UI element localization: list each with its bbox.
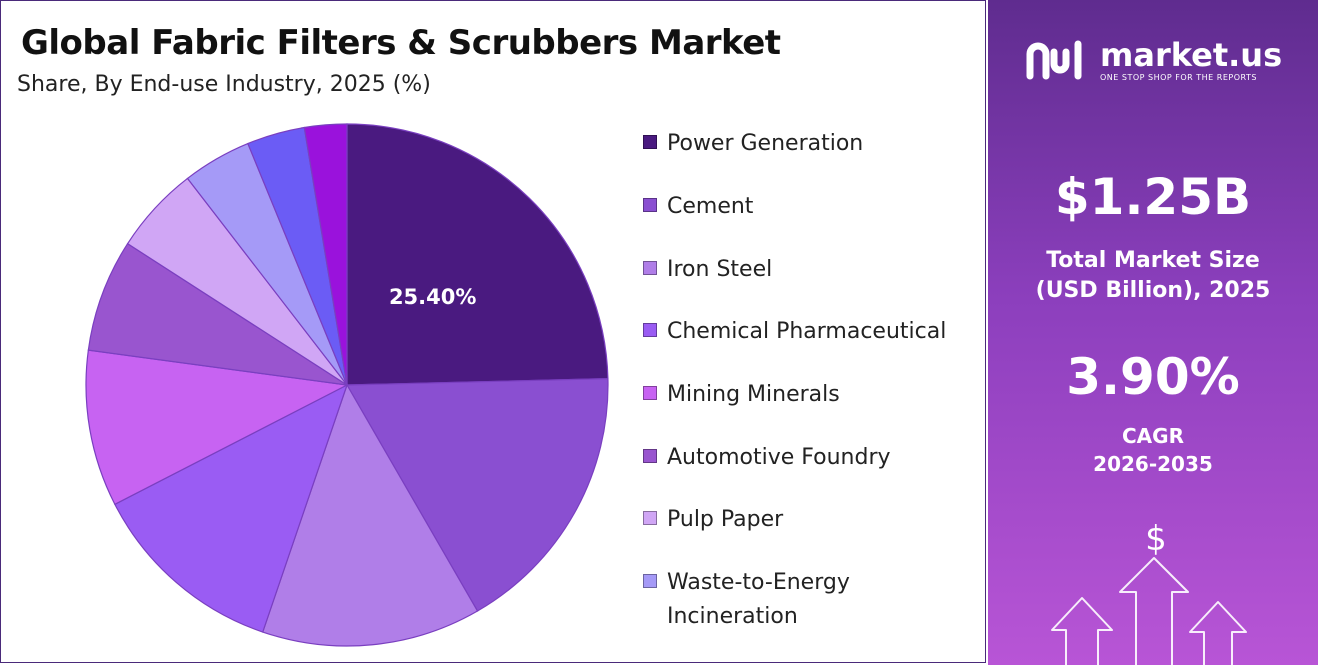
legend-label: Iron Steel (667, 257, 773, 282)
legend-swatch (643, 198, 657, 212)
info-panel: market.us ONE STOP SHOP FOR THE REPORTS … (988, 0, 1318, 665)
brand-logo[interactable]: market.us ONE STOP SHOP FOR THE REPORTS (1026, 38, 1282, 82)
brand-tagline: ONE STOP SHOP FOR THE REPORTS (1100, 72, 1257, 82)
pie-slice-power-generation (346, 123, 609, 386)
legend-label: Automotive Foundry (667, 445, 891, 470)
pie-slice-cement (345, 378, 609, 612)
pie-slice-iron-steel (261, 383, 479, 647)
pie-slice-segment-9 (303, 123, 348, 386)
brand-name: market.us (1100, 35, 1283, 74)
legend-item: Pulp Paper (643, 503, 783, 537)
cagr-value: 3.90% (1066, 348, 1240, 406)
legend-label: Waste-to-Energy Incineration (667, 570, 850, 629)
legend-item: Automotive Foundry (643, 441, 891, 475)
market-size-label: Total Market Size (USD Billion), 2025 (1035, 248, 1271, 303)
pie-slice-automotive-foundry (87, 242, 348, 386)
legend-item: Cement (643, 190, 753, 224)
legend-swatch (643, 323, 657, 337)
legend-swatch (643, 574, 657, 588)
pie-slice-chemical-pharmaceutical (114, 383, 349, 633)
market-us-logo-icon (1026, 40, 1082, 80)
legend-item: Power Generation (643, 127, 863, 161)
growth-arrows-icon: $ (1051, 519, 1247, 665)
legend-label: Pulp Paper (667, 507, 784, 532)
currency-symbol: $ (1145, 519, 1167, 559)
legend-swatch (643, 449, 657, 463)
cagr-label: CAGR 2026-2035 (1093, 424, 1213, 476)
legend-swatch (643, 386, 657, 400)
chart-title: Global Fabric Filters & Scrubbers Market (21, 23, 781, 63)
legend-label: Cement (667, 194, 754, 219)
chart-panel: Global Fabric Filters & Scrubbers Market… (0, 0, 986, 663)
legend-label: Chemical Pharmaceutical (667, 319, 947, 344)
legend-label: Power Generation (667, 131, 864, 156)
pie-slice-mining-minerals (85, 349, 349, 506)
pie-chart: 25.40% (85, 123, 609, 647)
legend-swatch (643, 511, 657, 525)
market-size-value: $1.25B (1054, 168, 1252, 226)
legend-swatch (643, 135, 657, 149)
legend-item: Waste-to-Energy Incineration (643, 566, 967, 634)
chart-subtitle: Share, By End-use Industry, 2025 (%) (17, 72, 431, 97)
legend-item: Chemical Pharmaceutical (643, 315, 946, 349)
legend-label: Mining Minerals (667, 382, 840, 407)
pie-data-label: 25.40% (389, 285, 476, 309)
legend-swatch (643, 261, 657, 275)
legend-item: Iron Steel (643, 253, 772, 287)
legend-item: Mining Minerals (643, 378, 840, 412)
